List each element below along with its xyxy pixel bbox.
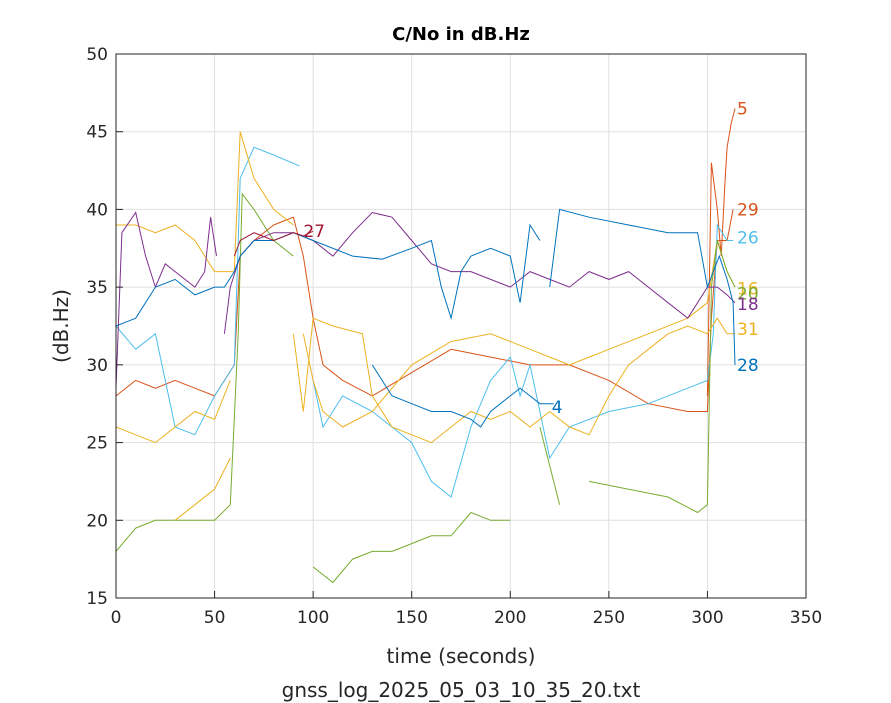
x-axis-label: time (seconds) <box>387 644 536 668</box>
series-line-sat-29 <box>115 209 734 412</box>
series-line-sat-16 <box>302 240 736 428</box>
series-20 <box>115 192 736 584</box>
series-line-sat-31 <box>174 457 231 521</box>
series-line-sat-20 <box>589 240 736 514</box>
y-tick-label: 50 <box>86 45 108 65</box>
series-line-sat-27 <box>233 230 314 257</box>
series-layer <box>115 108 736 584</box>
y-tick-label: 30 <box>86 356 108 376</box>
series-line-sat-20 <box>312 511 511 584</box>
series-line-sat-4 <box>371 364 554 428</box>
series-end-label-20: 20 <box>737 284 759 304</box>
series-end-label-27: 27 <box>303 222 325 242</box>
y-tick-label: 25 <box>86 434 108 454</box>
series-4 <box>371 364 554 428</box>
series-end-label-28: 28 <box>737 356 759 376</box>
series-27 <box>233 230 314 257</box>
plot-area <box>116 54 806 598</box>
x-tick-label: 350 <box>790 608 822 628</box>
series-5 <box>706 108 736 396</box>
series-line-sat-20 <box>115 192 294 552</box>
series-line-sat-31 <box>292 317 735 444</box>
series-end-label-29: 29 <box>737 200 759 220</box>
y-axis-label: (dB.Hz) <box>49 289 73 363</box>
x-tick-label: 0 <box>111 608 122 628</box>
y-tick-label: 45 <box>86 123 108 143</box>
series-line-sat-28 <box>115 223 541 327</box>
series-line-sat-5 <box>706 108 736 396</box>
series-end-label-5: 5 <box>737 99 748 119</box>
series-line-sat-20 <box>539 426 561 505</box>
series-line-sat-18 <box>115 211 217 389</box>
x-tick-label: 300 <box>691 608 723 628</box>
x-tick-label: 50 <box>204 608 226 628</box>
series-end-label-18: 18 <box>737 295 759 315</box>
series-line-sat-26 <box>115 146 300 436</box>
series-line-sat-26 <box>312 223 734 498</box>
plot-frame <box>115 53 807 599</box>
x-tick-label: 100 <box>297 608 329 628</box>
y-tick-label: 35 <box>86 278 108 298</box>
series-line-sat-31 <box>115 380 231 444</box>
series-line-sat-16 <box>116 131 294 273</box>
x-tick-label: 200 <box>494 608 526 628</box>
series-28 <box>115 208 736 365</box>
series-31 <box>115 317 735 521</box>
y-tick-label: 40 <box>86 200 108 220</box>
series-end-label-4: 4 <box>552 398 563 418</box>
series-16 <box>116 131 736 428</box>
series-end-label-16: 16 <box>737 280 759 300</box>
chart-title: C/No in dB.Hz <box>392 24 530 45</box>
series-line-sat-28 <box>549 208 736 365</box>
series-29 <box>115 209 734 412</box>
y-tick-label: 15 <box>86 589 108 609</box>
y-tick-label: 20 <box>86 511 108 531</box>
chart-subtitle: gnss_log_2025_05_03_10_35_20.txt <box>282 678 641 702</box>
series-26 <box>115 146 734 498</box>
x-tick-label: 250 <box>593 608 625 628</box>
x-tick-label: 150 <box>395 608 427 628</box>
series-end-label-26: 26 <box>737 228 759 248</box>
series-end-label-31: 31 <box>737 320 759 340</box>
